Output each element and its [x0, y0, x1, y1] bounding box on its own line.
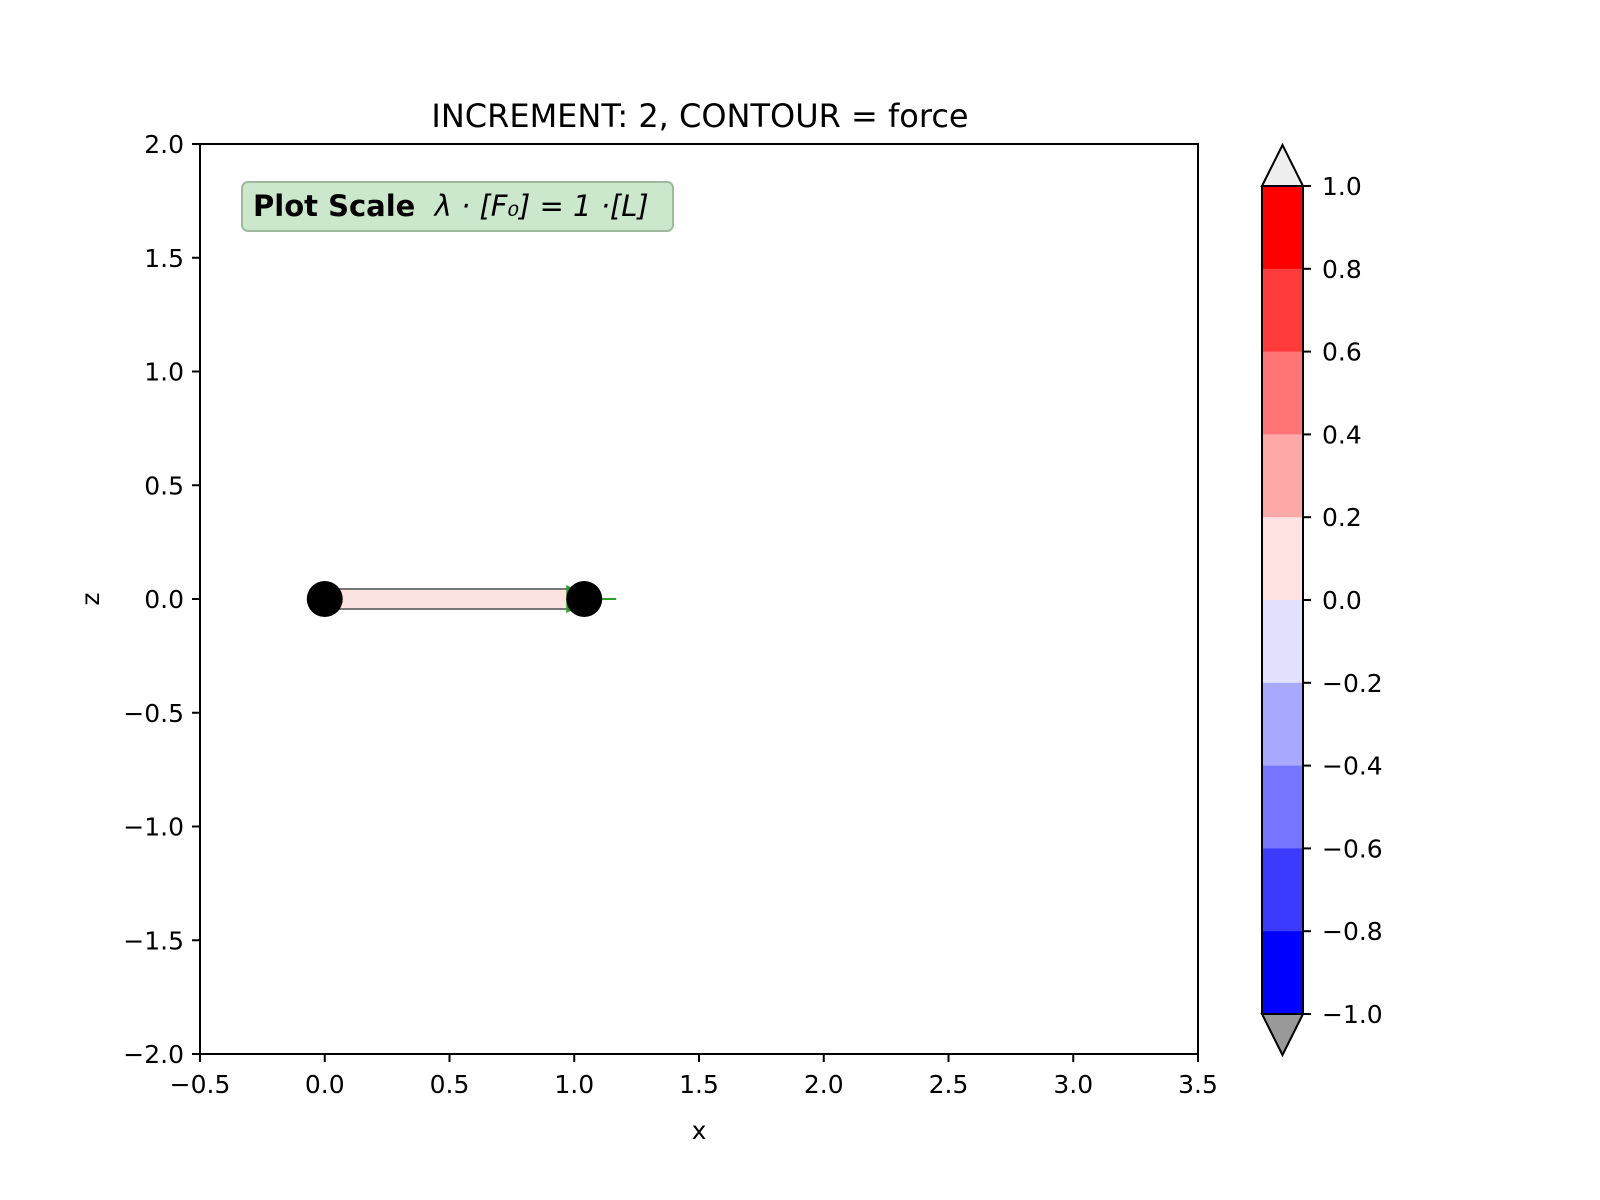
node-marker [306, 581, 343, 617]
colorbar-tick-label: −0.8 [1322, 917, 1383, 946]
y-tick-label: 1.5 [144, 244, 184, 273]
colorbar-tick-label: −0.4 [1322, 752, 1383, 781]
annotation-text: Plot Scale λ · [F₀] = 1 ·[L] [253, 189, 649, 223]
colorbar-band [1262, 351, 1303, 435]
x-tick-label: 3.5 [1178, 1070, 1218, 1099]
colorbar-band [1262, 682, 1303, 767]
chart-title: INCREMENT: 2, CONTOUR = force [431, 97, 968, 135]
y-tick-label: 2.0 [144, 130, 184, 159]
x-tick-label: 3.0 [1053, 1070, 1093, 1099]
x-tick-label: 1.5 [679, 1070, 719, 1099]
x-tick-label: −0.5 [170, 1070, 231, 1099]
annotation-bold: Plot Scale [253, 189, 415, 223]
y-tick-label: 1.0 [144, 358, 184, 387]
colorbar-band [1262, 186, 1303, 270]
y-tick-label: −2.0 [123, 1040, 184, 1069]
colorbar-band [1262, 848, 1303, 932]
colorbar-extend-over [1260, 142, 1305, 187]
colorbar-band [1262, 268, 1303, 353]
y-tick-label: 0.5 [144, 471, 184, 500]
colorbar-band [1262, 517, 1303, 601]
colorbar-tick-label: −0.2 [1322, 669, 1383, 698]
truss-element [323, 588, 586, 610]
colorbar-tick-label: 0.4 [1322, 420, 1362, 449]
colorbar-tick-label: 0.8 [1322, 255, 1362, 284]
plot-scale-annotation: Plot Scale λ · [F₀] = 1 ·[L] [241, 181, 674, 232]
y-tick-label: −1.5 [123, 926, 184, 955]
colorbar-band [1262, 931, 1303, 1015]
x-axis-label: x [692, 1116, 707, 1145]
x-tick-label: 0.5 [430, 1070, 470, 1099]
x-tick-label: 1.0 [554, 1070, 594, 1099]
colorbar-band [1262, 765, 1303, 849]
node-marker [566, 581, 603, 617]
y-tick-label: −1.0 [123, 813, 184, 842]
y-axis: 2.0 1.5 1.0 0.5 0.0 −0.5 −1.0 −1.5 −2.0 [123, 130, 200, 1069]
structure [306, 581, 617, 617]
colorbar-tick-label: 1.0 [1322, 172, 1362, 201]
colorbar-tick-label: 0.0 [1322, 586, 1362, 615]
colorbar-tick-label: −0.6 [1322, 834, 1383, 863]
colorbar-tick-label: 0.6 [1322, 338, 1362, 367]
colorbar: 1.0 0.8 0.6 0.4 0.2 0.0 −0.2 −0.4 −0.6 −0.8 −1.0 [1260, 142, 1383, 1058]
y-axis-label: z [76, 592, 105, 605]
colorbar-extend-under [1260, 1013, 1305, 1058]
y-tick-label: 0.0 [144, 585, 184, 614]
y-tick-label: −0.5 [123, 699, 184, 728]
x-tick-label: 2.5 [929, 1070, 969, 1099]
annotation-math: λ · [F₀] = 1 ·[L] [433, 189, 649, 223]
x-tick-label: 0.0 [305, 1070, 345, 1099]
annotation-box [241, 181, 674, 232]
colorbar-band [1262, 600, 1303, 684]
x-axis: −0.5 0.0 0.5 1.0 1.5 2.0 2.5 3.0 3.5 [170, 1054, 1218, 1099]
x-tick-label: 2.0 [804, 1070, 844, 1099]
colorbar-tick-label: 0.2 [1322, 503, 1362, 532]
colorbar-tick-label: −1.0 [1322, 1000, 1383, 1029]
colorbar-band [1262, 434, 1303, 518]
